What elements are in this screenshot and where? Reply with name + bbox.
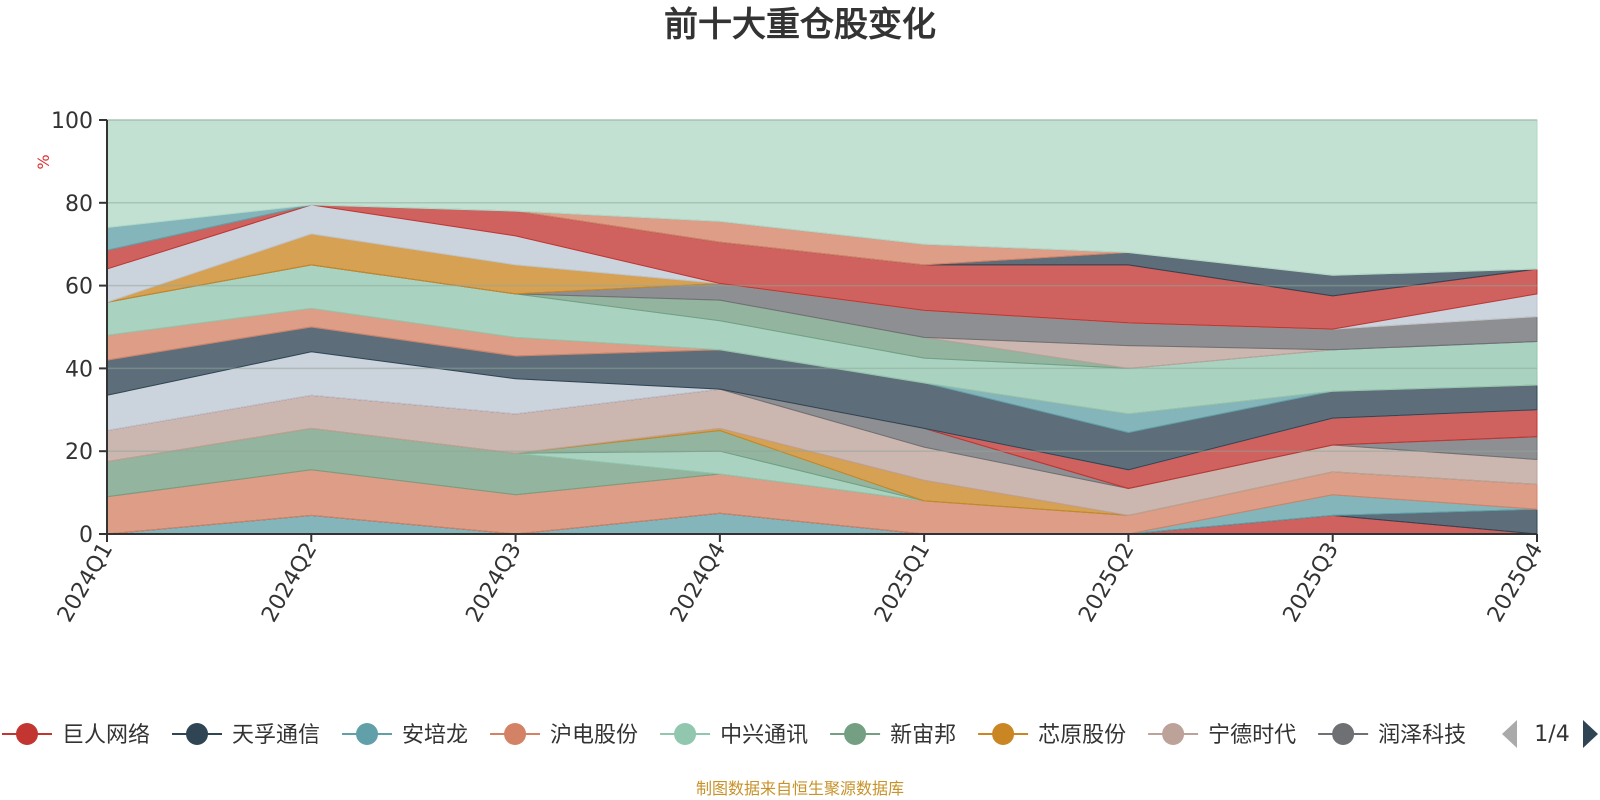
x-tick-label: 2025Q4	[1483, 539, 1548, 627]
area-layers	[106, 119, 1538, 535]
legend-marker	[674, 723, 697, 745]
legend-label: 芯原股份	[1038, 723, 1126, 748]
legend-item[interactable]: 新宙邦	[830, 723, 956, 748]
legend-label: 安培龙	[402, 723, 468, 748]
y-tick-label: 100	[51, 109, 93, 134]
legend-item[interactable]: 中兴通讯	[660, 723, 808, 748]
y-tick-label: 20	[65, 440, 93, 465]
x-tick-label: 2024Q2	[257, 539, 322, 627]
source-note: 制图数据来自恒生聚源数据库	[696, 779, 904, 798]
x-tick-label: 2024Q4	[666, 539, 731, 627]
y-tick-label: 0	[79, 523, 93, 548]
x-tick-label: 2025Q3	[1279, 539, 1344, 627]
legend-items: 巨人网络 天孚通信 安培龙 沪电股份 中兴通讯 新宙邦 芯原股份 宁德时代 润泽科技	[2, 723, 1466, 748]
legend-label: 沪电股份	[550, 723, 638, 748]
legend-marker	[16, 723, 38, 745]
y-tick-label: 60	[65, 275, 93, 300]
y-tick-label: 40	[65, 357, 93, 382]
legend-marker	[1162, 723, 1185, 745]
grid-lines	[107, 119, 1537, 452]
x-tick-label: 2024Q3	[461, 539, 526, 627]
x-tick-label: 2025Q2	[1074, 539, 1139, 627]
x-tick-label: 2024Q1	[53, 539, 118, 627]
legend-item[interactable]: 宁德时代	[1148, 723, 1296, 748]
legend-item[interactable]: 安培龙	[342, 723, 468, 748]
legend-marker	[844, 723, 867, 745]
legend-marker	[992, 723, 1015, 745]
legend-item[interactable]: 天孚通信	[172, 723, 320, 748]
legend-marker	[356, 723, 379, 745]
legend-prev-page-icon[interactable]	[1502, 720, 1517, 748]
legend-label: 宁德时代	[1208, 723, 1296, 748]
legend-item[interactable]: 润泽科技	[1318, 723, 1466, 748]
legend-label: 润泽科技	[1378, 723, 1466, 748]
y-tick-label: 80	[65, 192, 93, 217]
legend-next-page-icon[interactable]	[1583, 720, 1598, 748]
legend-item[interactable]: 芯原股份	[978, 723, 1126, 748]
legend-marker	[1332, 723, 1355, 745]
x-tick-label: 2025Q1	[870, 539, 935, 627]
legend-marker	[186, 723, 209, 745]
legend-label: 巨人网络	[62, 723, 150, 748]
legend-marker	[504, 723, 527, 745]
legend-page-indicator: 1/4	[1534, 722, 1569, 747]
legend-item[interactable]: 巨人网络	[2, 723, 150, 748]
chart-title: 前十大重仓股变化	[664, 5, 936, 45]
legend[interactable]: 巨人网络 天孚通信 安培龙 沪电股份 中兴通讯 新宙邦 芯原股份 宁德时代 润泽科技	[2, 723, 1466, 748]
legend-label: 中兴通讯	[720, 723, 808, 748]
y-axis-unit: %	[34, 154, 53, 169]
legend-label: 新宙邦	[890, 723, 956, 748]
legend-label: 天孚通信	[232, 723, 320, 748]
legend-item[interactable]: 沪电股份	[490, 723, 638, 748]
